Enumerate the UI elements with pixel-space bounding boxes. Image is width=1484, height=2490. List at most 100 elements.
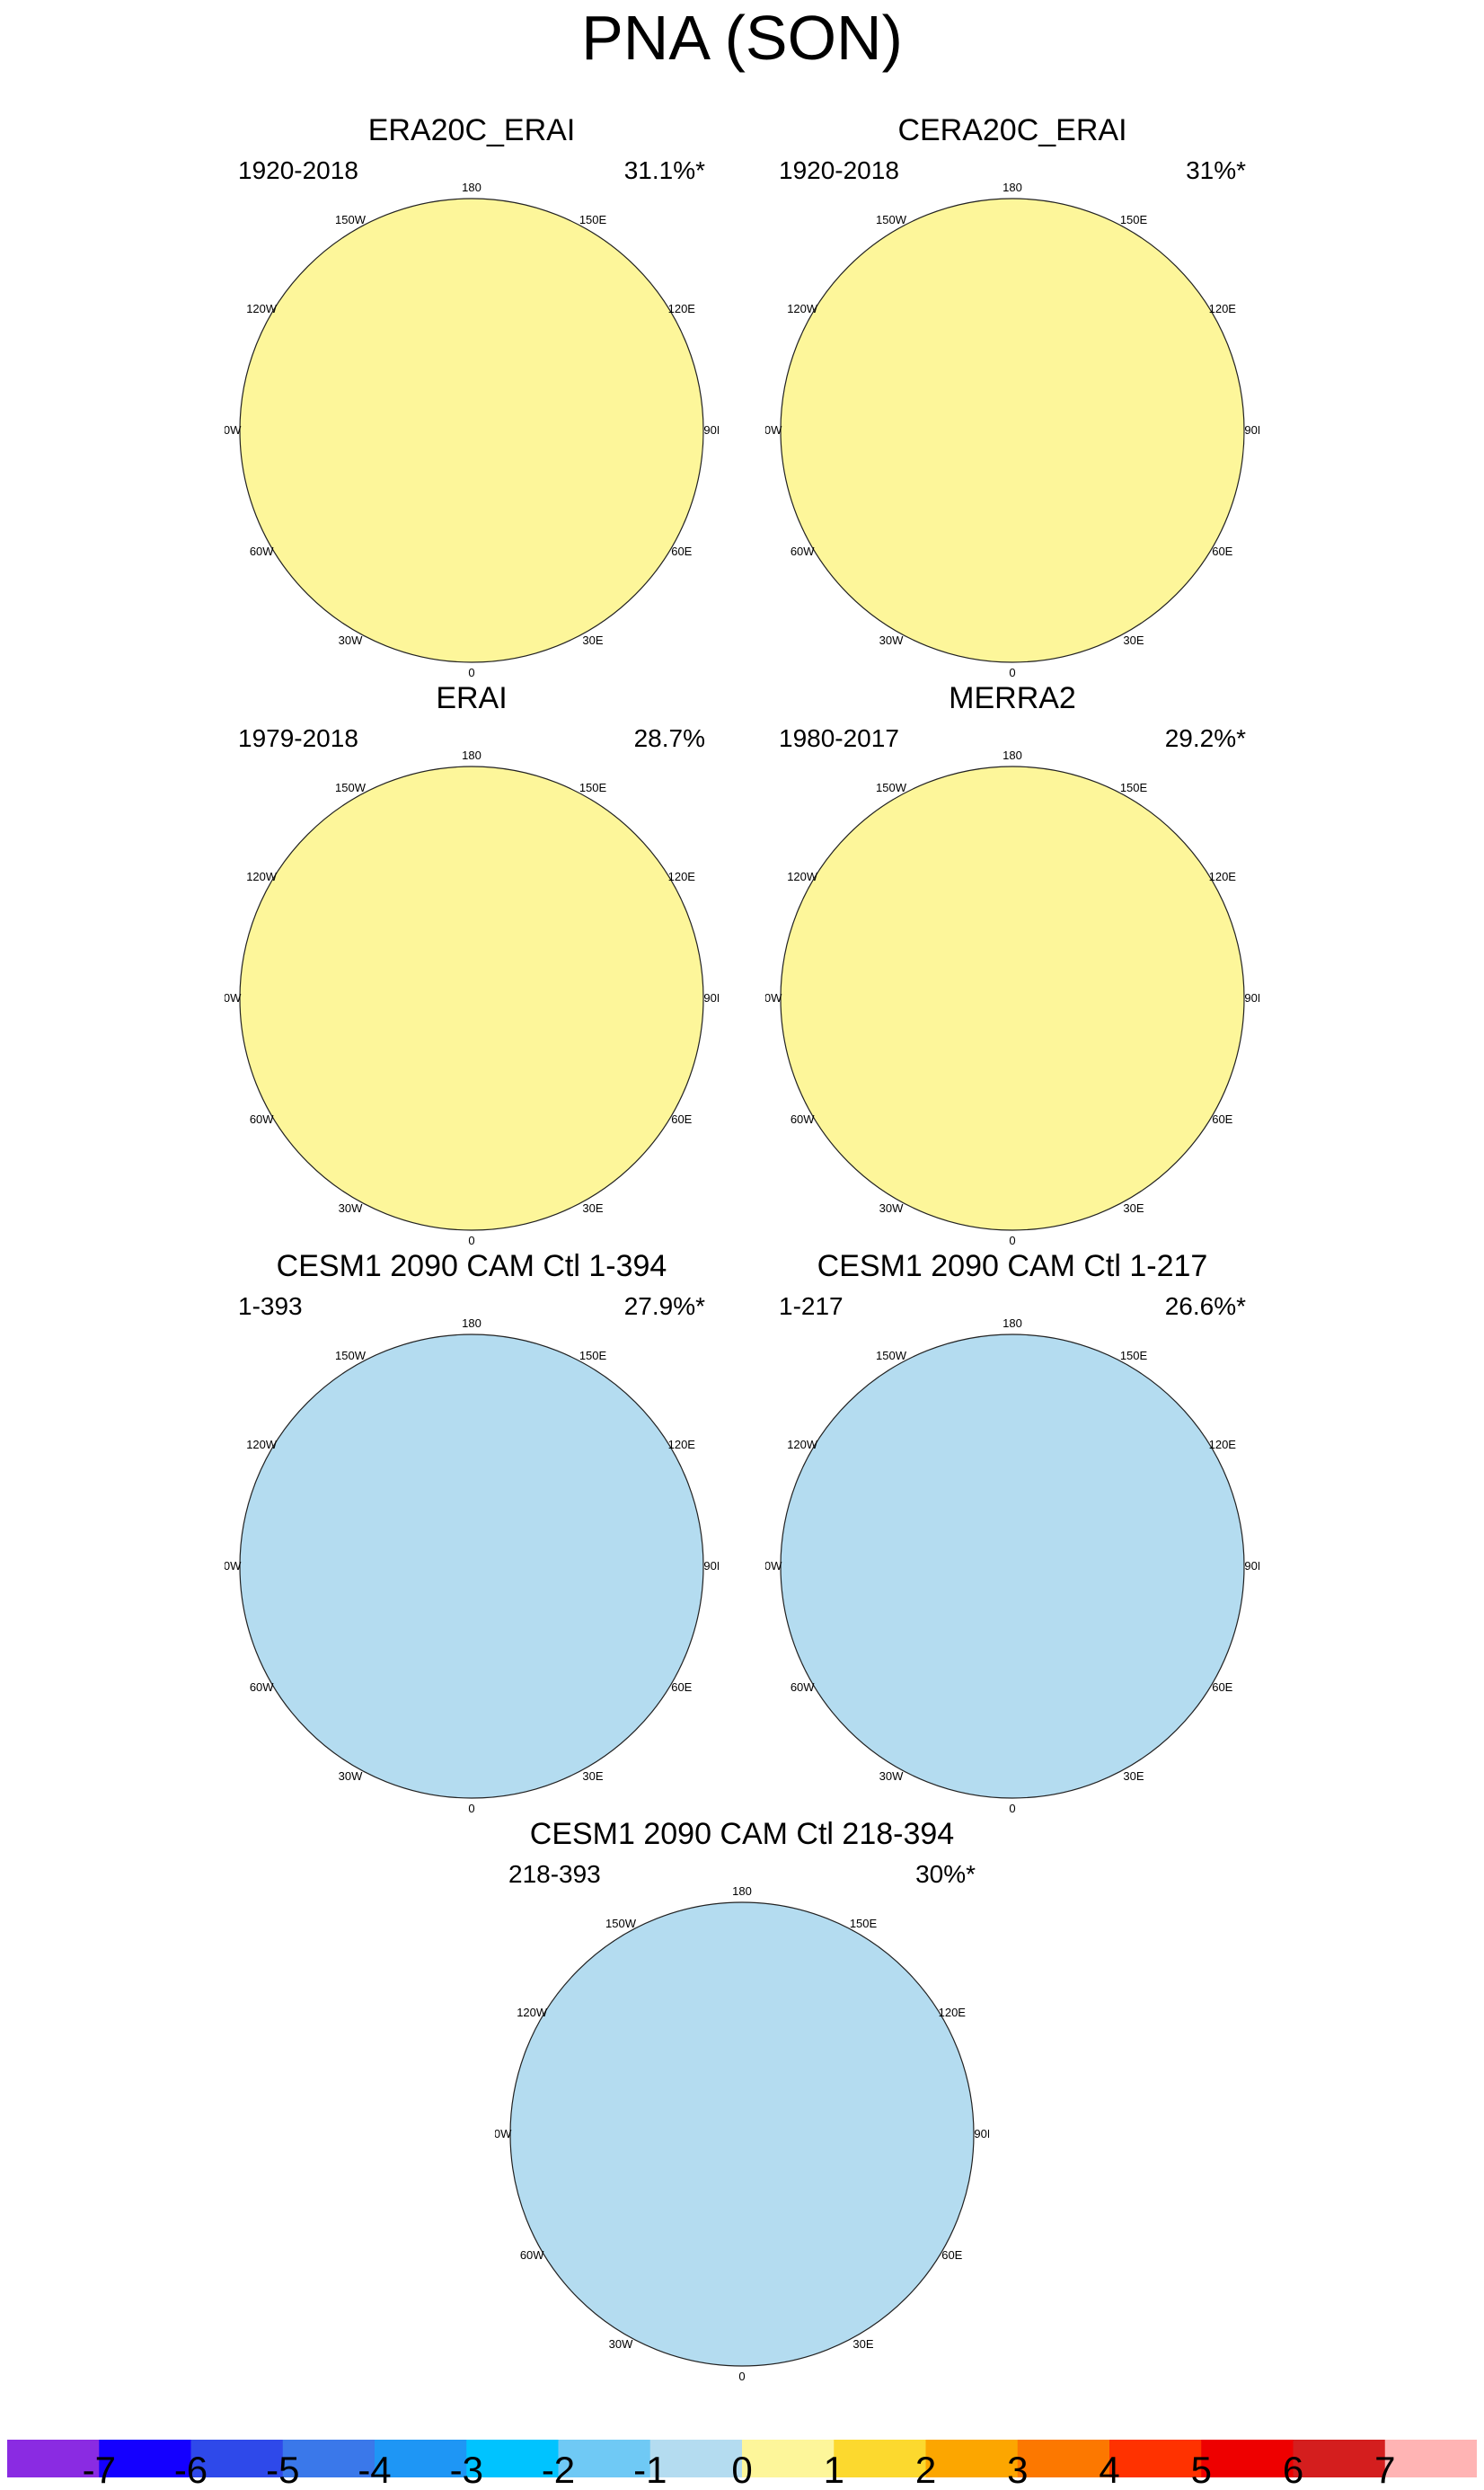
colorbar-tick-label: -6 xyxy=(174,2449,208,2490)
longitude-label: 120W xyxy=(787,302,818,315)
polar-map: 180 150E 120E 90E 60E 30E 0 30W 60W 90W 120W 150W xyxy=(765,749,1259,1247)
longitude-label: 60W xyxy=(250,1112,274,1126)
colorbar-tick-label: 3 xyxy=(1007,2449,1028,2490)
panel-title: ERAI xyxy=(436,681,508,715)
panel-variance: 30%* xyxy=(915,1860,976,1888)
polar-map: 180 150E 120E 90E 60E 30E 0 30W 60W 90W 120W 150W xyxy=(225,181,719,679)
longitude-label: 150W xyxy=(876,781,907,794)
longitude-label: 150E xyxy=(1120,213,1148,226)
longitude-label: 90E xyxy=(974,2127,989,2140)
longitude-label: 180 xyxy=(1003,1316,1022,1330)
panel-period: 1980-2017 xyxy=(779,724,899,752)
colorbar-swatch xyxy=(558,2440,651,2477)
longitude-label: 30E xyxy=(582,634,603,647)
longitude-label: 30W xyxy=(339,634,363,647)
longitude-label: 150E xyxy=(579,1349,607,1362)
colorbar-tick-label: 6 xyxy=(1283,2449,1303,2490)
longitude-label: 30W xyxy=(879,634,904,647)
longitude-label: 120E xyxy=(1209,302,1237,315)
polar-map: 180 150E 120E 90E 60E 30E 0 30W 60W 90W 120W 150W xyxy=(765,181,1259,679)
longitude-label: 60W xyxy=(791,1680,815,1694)
colorbar-tick-label: -5 xyxy=(266,2449,299,2490)
longitude-label: 60E xyxy=(1212,1680,1232,1694)
colorbar-tick-label: 5 xyxy=(1191,2449,1212,2490)
colorbar-tick-label: 1 xyxy=(824,2449,844,2490)
longitude-label: 30W xyxy=(879,1201,904,1215)
longitude-label: 60E xyxy=(671,1112,692,1126)
longitude-label: 30E xyxy=(852,2337,873,2351)
longitude-label: 120E xyxy=(1209,1438,1237,1451)
longitude-label: 90E xyxy=(703,991,719,1005)
colorbar-swatch xyxy=(742,2440,835,2477)
longitude-label: 120W xyxy=(246,1438,278,1451)
map-panel: CERA20C_ERAI 1920-2018 31%* 180 150E 120E 90E 6… xyxy=(734,112,1291,687)
longitude-label: 120W xyxy=(246,302,278,315)
longitude-label: 0 xyxy=(468,666,474,679)
colorbar-tick-label: 7 xyxy=(1374,2449,1395,2490)
longitude-label: 60E xyxy=(671,1680,692,1694)
longitude-label: 30E xyxy=(582,1769,603,1783)
colorbar-swatch xyxy=(99,2440,191,2477)
longitude-label: 180 xyxy=(732,1884,752,1898)
panel-title: CESM1 2090 CAM Ctl 218-394 xyxy=(529,1817,955,1851)
longitude-label: 30W xyxy=(879,1769,904,1783)
longitude-label: 180 xyxy=(462,749,481,762)
longitude-label: 60E xyxy=(1212,1112,1232,1126)
map-panel: CESM1 2090 CAM Ctl 218-394 218-393 30%* 180… xyxy=(464,1816,1020,2391)
figure-title: PNA (SON) xyxy=(581,3,903,73)
longitude-label: 180 xyxy=(1003,749,1022,762)
polar-map: 180 150E 120E 90E 60E 30E 0 30W 60W 90W 120W 150W xyxy=(225,1316,719,1815)
colorbar-tick-label: -2 xyxy=(542,2449,575,2490)
map-panel: MERRA2 1980-2017 29.2%* 180 150E 120E 90E 60E 30… xyxy=(734,680,1291,1255)
longitude-label: 30W xyxy=(609,2337,633,2351)
longitude-label: 30E xyxy=(1123,1769,1144,1783)
colorbar-swatch xyxy=(925,2440,1019,2477)
panel-period: 1979-2018 xyxy=(238,724,358,752)
longitude-label: 150W xyxy=(335,1349,367,1362)
longitude-label: 60E xyxy=(671,545,692,558)
colorbar-swatch xyxy=(375,2440,467,2477)
longitude-label: 150W xyxy=(876,213,907,226)
colorbar-swatch xyxy=(466,2440,559,2477)
longitude-label: 30E xyxy=(582,1201,603,1215)
colorbar-tick-label: -3 xyxy=(450,2449,483,2490)
colorbar-swatch xyxy=(7,2440,100,2477)
colorbar-tick-label: -4 xyxy=(358,2449,391,2490)
longitude-label: 120E xyxy=(668,1438,696,1451)
longitude-label: 0 xyxy=(468,1234,474,1247)
longitude-label: 30E xyxy=(1123,1201,1144,1215)
longitude-label: 90W xyxy=(495,2127,512,2140)
colorbar-labels: -7 -6 -5 -4 -3 -2 -1 0 1 2 3 4 5 6 7 xyxy=(83,2449,1396,2490)
longitude-label: 150W xyxy=(876,1349,907,1362)
longitude-label: 90E xyxy=(703,423,719,437)
longitude-label: 0 xyxy=(1009,1802,1015,1815)
longitude-label: 120E xyxy=(668,870,696,883)
map-panel: CESM1 2090 CAM Ctl 1-217 1-217 26.6%* 180 15… xyxy=(734,1248,1291,1823)
colorbar-swatch xyxy=(649,2440,743,2477)
map-panel: ERA20C_ERAI 1920-2018 31.1%* 180 150E 120E 90E… xyxy=(193,112,750,687)
longitude-label: 90E xyxy=(1244,423,1259,437)
longitude-label: 120E xyxy=(939,2006,967,2019)
colorbar-swatch xyxy=(190,2440,284,2477)
panel-title: ERA20C_ERAI xyxy=(367,113,576,147)
map-panel: CESM1 2090 CAM Ctl 1-394 1-393 27.9%* 180 15… xyxy=(193,1248,750,1823)
longitude-label: 60E xyxy=(941,2248,962,2262)
longitude-label: 60W xyxy=(250,1680,274,1694)
longitude-label: 150W xyxy=(605,1917,637,1930)
longitude-label: 120W xyxy=(787,870,818,883)
map-panel: ERAI 1979-2018 28.7% 180 150E 120E 90E 60E 30E 0 3… xyxy=(193,680,750,1255)
longitude-label: 0 xyxy=(468,1802,474,1815)
panel-title: MERRA2 xyxy=(949,681,1076,715)
longitude-label: 0 xyxy=(1009,666,1015,679)
panel-period: 1920-2018 xyxy=(238,156,358,184)
longitude-label: 120W xyxy=(246,870,278,883)
longitude-label: 90E xyxy=(1244,991,1259,1005)
colorbar-swatch xyxy=(282,2440,375,2477)
panel-variance: 26.6%* xyxy=(1164,1292,1246,1320)
longitude-label: 90W xyxy=(765,1559,782,1573)
panel-variance: 31%* xyxy=(1186,156,1246,184)
longitude-label: 180 xyxy=(462,1316,481,1330)
panel-title: CESM1 2090 CAM Ctl 1-394 xyxy=(276,1249,667,1283)
colorbar-tick-label: 0 xyxy=(731,2449,752,2490)
panel-title: CERA20C_ERAI xyxy=(897,113,1127,147)
